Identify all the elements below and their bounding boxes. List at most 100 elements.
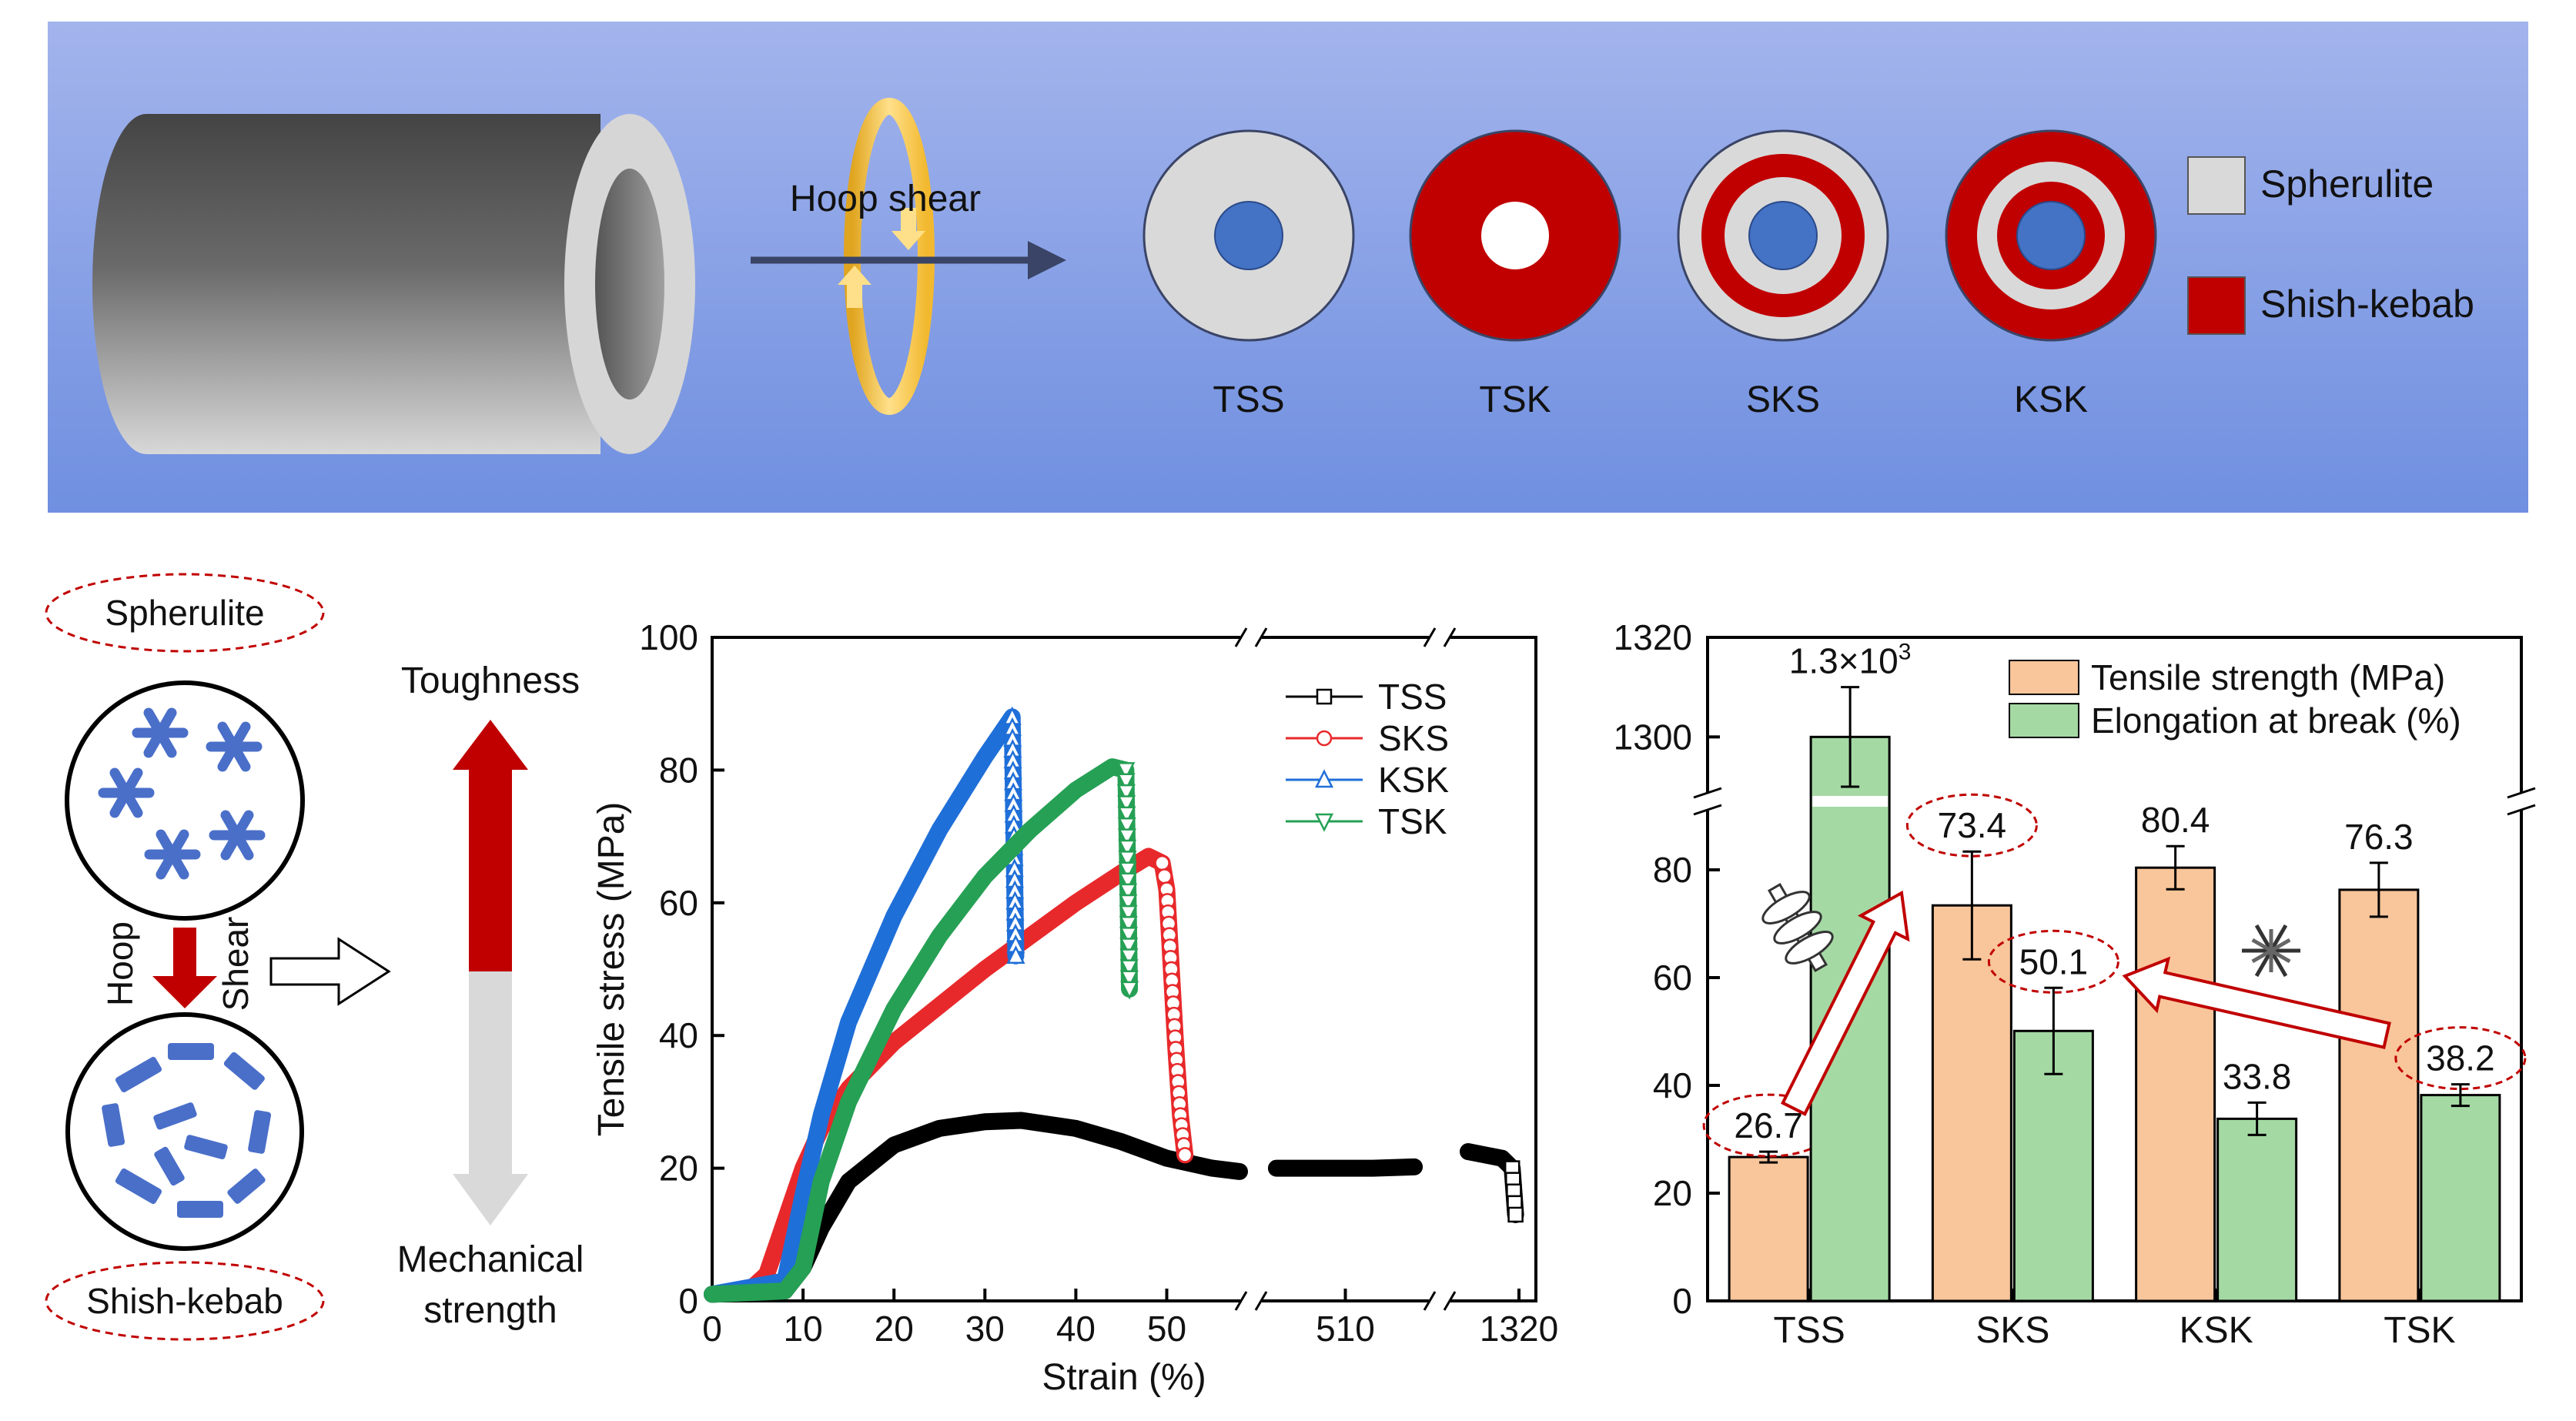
axis-break-gap [1240, 1295, 1262, 1307]
shish-kebab-label: Shish-kebab [86, 1281, 283, 1321]
legend-label-shish-kebab: Shish-kebab [2260, 283, 2474, 326]
x-tick-label: 50 [1147, 1309, 1186, 1349]
x-tick-label: KSK [2180, 1310, 2253, 1351]
hoop-shear-label: Hoop shear [790, 179, 981, 219]
kebab-disc [1761, 891, 1811, 924]
kebab-disc [1785, 931, 1834, 965]
y-tick-label: 1320 [1614, 617, 1692, 657]
shish-kebab-icon [1761, 882, 1834, 973]
x-tick-label: 10 [784, 1309, 823, 1349]
data-point [1117, 828, 1136, 848]
axis-break-mark [1423, 627, 1437, 647]
y-tick-label: 20 [1653, 1173, 1692, 1213]
data-point [1120, 981, 1139, 1000]
sample-tss: TSS [1142, 129, 1355, 420]
data-point [1117, 795, 1136, 814]
highlight-ring [1905, 793, 2038, 858]
plot-frame [1706, 636, 2523, 1302]
data-point [1118, 861, 1137, 881]
hoop-label: Hoop [100, 921, 140, 1006]
data-point [1116, 784, 1136, 803]
axis-break-gap [1700, 793, 1715, 810]
axis-break-gap [1240, 631, 1262, 644]
x-tick-label: 1320 [1480, 1309, 1558, 1349]
data-point [1118, 851, 1137, 870]
spherulite-label: Spherulite [105, 593, 264, 633]
data-point [1154, 854, 1170, 871]
x-tick-label: 30 [965, 1309, 1005, 1349]
data-label: 76.3 [2344, 817, 2414, 857]
bar [1728, 1155, 1809, 1302]
y-tick-label: 0 [678, 1281, 698, 1321]
plot-frame [711, 636, 1537, 1302]
x-tick-label: 510 [1316, 1309, 1375, 1349]
series-sks [704, 848, 1194, 1303]
y-axis-label: Tensile stress (MPa) [591, 802, 632, 1137]
axis-break-mark [1234, 627, 1248, 647]
data-point [1119, 883, 1138, 902]
data-label: 1.3×103 [1789, 640, 1912, 681]
axis-break-mark [1254, 627, 1268, 647]
axis-break-mark [1443, 627, 1457, 647]
data-point [1119, 904, 1138, 924]
bar [2216, 1117, 2298, 1302]
data-label: 26.7 [1734, 1105, 1803, 1145]
data-label: 73.4 [1938, 805, 2007, 845]
property-arrow [453, 720, 528, 1225]
y-tick-label: 40 [659, 1015, 698, 1055]
highlight-ring [1987, 929, 2119, 994]
morphology-schematic: Spherulite Hoop Shear Shish-keba [45, 573, 584, 1341]
data-point [1316, 688, 1333, 705]
data-point [1006, 945, 1025, 965]
data-point [1119, 927, 1139, 946]
spherulite-circle [65, 680, 305, 921]
sample-ksk: KSK [1945, 129, 2157, 420]
y-tick-label: 0 [1672, 1281, 1692, 1321]
data-point [1116, 762, 1136, 781]
data-label: 38.2 [2426, 1038, 2495, 1078]
data-point [1118, 872, 1137, 891]
bar-chart: 0 20 40 60 80 1300 1320 TSS 26.7 1.3×103 SKS 73.4 50… [1614, 617, 2536, 1351]
sample-tsk: TSK [1409, 129, 1621, 420]
y-tick-label: 40 [1653, 1065, 1692, 1105]
legend-swatch [2009, 703, 2079, 738]
data-point [1156, 868, 1173, 884]
axis-break-mark [1423, 1291, 1437, 1311]
legend-label: KSK [1378, 760, 1449, 800]
sample-label: TSK [1479, 379, 1551, 420]
x-tick-label: 40 [1056, 1309, 1096, 1349]
sample-sks: SKS [1677, 129, 1889, 420]
shish-kebab-crystal-icons [102, 1043, 272, 1218]
spherulite-spoke [2251, 938, 2291, 964]
axis-break-mark [1693, 804, 1722, 816]
axis-break-mark [2507, 804, 2536, 816]
axis-break-gap [1429, 631, 1450, 644]
legend-label: Elongation at break (%) [2091, 700, 2461, 741]
y-tick-label: 80 [1653, 850, 1692, 890]
mechanical-label: Mechanical [397, 1239, 584, 1280]
x-tick-label: 0 [702, 1309, 722, 1349]
series-line [704, 708, 1025, 1303]
data-label: 33.8 [2223, 1056, 2292, 1096]
data-point [1316, 730, 1333, 747]
data-point [1119, 970, 1139, 989]
data-point [1314, 813, 1334, 832]
axis-break-mark [2507, 787, 2536, 799]
axis-break-gap [1429, 1295, 1450, 1307]
spherulite-label-ring [45, 573, 325, 653]
highlight-ring [2394, 1026, 2527, 1091]
y-tick-label: 60 [1653, 958, 1692, 998]
data-point [1119, 959, 1139, 978]
shish-kebab-label-ring [45, 1261, 325, 1341]
y-tick-label: 1300 [1614, 717, 1692, 757]
improvement-arrow-tss-sks [1781, 890, 1910, 1116]
data-point [1117, 817, 1136, 837]
bar [2420, 1094, 2501, 1302]
outline-arrow-right [269, 937, 391, 1006]
data-point [1119, 938, 1139, 957]
kebab-disc [1773, 911, 1822, 945]
sample-label: SKS [1746, 379, 1820, 420]
bar [2338, 888, 2420, 1302]
x-tick-label: TSK [2384, 1310, 2455, 1351]
